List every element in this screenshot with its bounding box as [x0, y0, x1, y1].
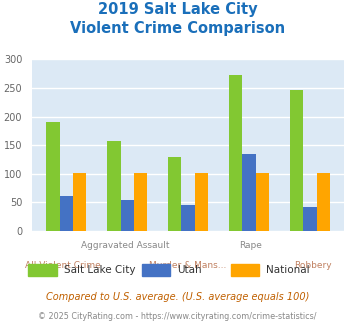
Text: © 2025 CityRating.com - https://www.cityrating.com/crime-statistics/: © 2025 CityRating.com - https://www.city… [38, 312, 317, 321]
Text: Salt Lake City: Salt Lake City [64, 265, 135, 275]
Bar [195, 173, 208, 231]
Bar [181, 205, 195, 231]
Text: 2019 Salt Lake City: 2019 Salt Lake City [98, 2, 257, 16]
Text: Utah: Utah [178, 265, 202, 275]
Text: Compared to U.S. average. (U.S. average equals 100): Compared to U.S. average. (U.S. average … [46, 292, 309, 302]
Bar [303, 207, 317, 231]
Text: Violent Crime Comparison: Violent Crime Comparison [70, 21, 285, 36]
Text: Rape: Rape [239, 241, 262, 250]
Bar [242, 154, 256, 231]
Bar [317, 173, 330, 231]
Bar [168, 157, 181, 231]
Bar [290, 90, 303, 231]
Bar [229, 76, 242, 231]
Text: Aggravated Assault: Aggravated Assault [81, 241, 170, 250]
Bar [256, 173, 269, 231]
Bar [46, 122, 60, 231]
Bar [73, 173, 86, 231]
Bar [120, 200, 134, 231]
Text: Robbery: Robbery [294, 261, 332, 270]
Bar [107, 141, 120, 231]
Bar [60, 196, 73, 231]
Text: All Violent Crime: All Violent Crime [25, 261, 101, 270]
Text: Murder & Mans...: Murder & Mans... [149, 261, 227, 270]
Bar [134, 173, 147, 231]
Text: National: National [266, 265, 310, 275]
